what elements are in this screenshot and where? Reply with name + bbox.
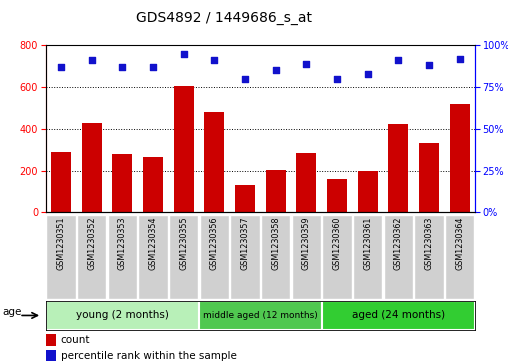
Text: GSM1230361: GSM1230361: [363, 217, 372, 270]
Bar: [388, 124, 408, 212]
Point: [302, 61, 310, 67]
Bar: [204, 112, 225, 212]
Bar: [46, 334, 56, 346]
Bar: [266, 170, 285, 212]
Bar: [384, 215, 413, 299]
Bar: [200, 215, 229, 299]
Bar: [358, 171, 377, 212]
Point: [364, 71, 372, 77]
Bar: [450, 104, 469, 212]
Text: middle aged (12 months): middle aged (12 months): [203, 311, 318, 320]
Bar: [230, 215, 260, 299]
Text: GSM1230351: GSM1230351: [56, 217, 66, 270]
Text: GSM1230362: GSM1230362: [394, 217, 403, 270]
Bar: [112, 154, 133, 212]
Bar: [77, 215, 107, 299]
Text: GSM1230352: GSM1230352: [87, 217, 96, 270]
Bar: [108, 215, 137, 299]
Point: [425, 62, 433, 68]
Bar: [174, 86, 194, 212]
Bar: [82, 123, 102, 212]
Point: [118, 64, 126, 70]
Bar: [445, 215, 474, 299]
Bar: [46, 215, 76, 299]
Point: [57, 64, 65, 70]
Text: GSM1230358: GSM1230358: [271, 217, 280, 270]
Text: GSM1230355: GSM1230355: [179, 217, 188, 270]
Bar: [322, 215, 352, 299]
Bar: [261, 215, 291, 299]
Text: count: count: [61, 335, 90, 345]
Bar: [353, 215, 383, 299]
Bar: [327, 179, 347, 212]
Text: age: age: [2, 307, 22, 318]
Text: GSM1230357: GSM1230357: [240, 217, 249, 270]
Text: GSM1230354: GSM1230354: [148, 217, 157, 270]
Point: [456, 56, 464, 62]
Point: [272, 68, 280, 73]
Bar: [199, 301, 322, 330]
Text: young (2 months): young (2 months): [76, 310, 169, 321]
Text: GSM1230359: GSM1230359: [302, 217, 311, 270]
Bar: [169, 215, 199, 299]
Text: GSM1230353: GSM1230353: [118, 217, 127, 270]
Bar: [46, 350, 56, 362]
Point: [241, 76, 249, 82]
Bar: [292, 215, 321, 299]
Text: GDS4892 / 1449686_s_at: GDS4892 / 1449686_s_at: [136, 11, 311, 25]
Text: aged (24 months): aged (24 months): [352, 310, 445, 321]
Bar: [51, 152, 71, 212]
Text: GSM1230364: GSM1230364: [455, 217, 464, 270]
Bar: [46, 301, 199, 330]
Bar: [296, 153, 316, 212]
Text: GSM1230363: GSM1230363: [425, 217, 433, 270]
Text: GSM1230356: GSM1230356: [210, 217, 219, 270]
Bar: [235, 185, 255, 212]
Point: [394, 57, 402, 63]
Point: [88, 57, 96, 63]
Bar: [414, 215, 443, 299]
Point: [149, 64, 157, 70]
Point: [333, 76, 341, 82]
Point: [180, 51, 188, 57]
Text: GSM1230360: GSM1230360: [333, 217, 341, 270]
Bar: [419, 143, 439, 212]
Point: [210, 57, 218, 63]
Bar: [138, 215, 168, 299]
Text: percentile rank within the sample: percentile rank within the sample: [61, 351, 237, 360]
Bar: [322, 301, 475, 330]
Bar: [143, 157, 163, 212]
